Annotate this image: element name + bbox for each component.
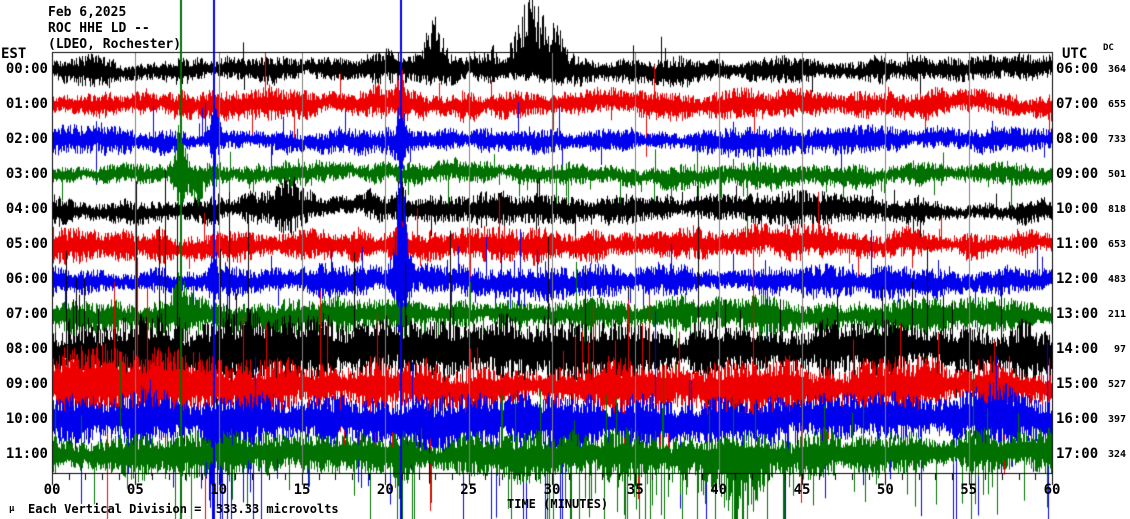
est-hour-label: 07:00 [5, 306, 48, 323]
dc-value: 324 [1107, 449, 1126, 461]
dc-value: 483 [1107, 274, 1126, 286]
header-date: Feb 6,2025 [48, 5, 127, 20]
header-network: (LDEO, Rochester) [48, 37, 182, 52]
x-tick-label: 00 [43, 482, 61, 498]
utc-hour-label: 15:00 [1056, 376, 1099, 393]
utc-hour-label: 12:00 [1056, 271, 1099, 288]
utc-hour-label: 17:00 [1056, 446, 1099, 463]
header-station: ROC HHE LD -- [48, 21, 150, 36]
x-tick-label: 25 [460, 482, 478, 498]
x-tick-label: 30 [543, 482, 561, 498]
est-hour-label: 06:00 [5, 271, 48, 288]
dc-value: 364 [1107, 63, 1126, 75]
x-tick-label: 50 [876, 482, 894, 498]
est-hour-label: 04:00 [5, 200, 48, 217]
est-hour-label: 02:00 [5, 130, 48, 147]
plot-header: Feb 6,2025 ROC HHE LD -- (LDEO, Rocheste… [48, 5, 181, 53]
dc-value: 501 [1107, 168, 1126, 180]
x-axis-title: TIME (MINUTES) [507, 497, 609, 511]
x-tick-label: 55 [960, 482, 978, 498]
dc-value: 97 [1113, 344, 1126, 356]
dc-value: 733 [1107, 133, 1126, 145]
utc-hour-label: 11:00 [1056, 235, 1099, 252]
mu-symbol: μ [9, 504, 15, 514]
scale-note: Each Vertical Division = 333.33 microvol… [28, 502, 339, 516]
utc-hour-label: 16:00 [1056, 411, 1099, 428]
dc-value: 655 [1107, 98, 1126, 110]
utc-hour-label: 14:00 [1056, 341, 1099, 358]
utc-hour-label: 07:00 [1056, 95, 1099, 112]
est-hour-label: 09:00 [5, 376, 48, 393]
dc-value: 653 [1107, 238, 1126, 250]
x-tick-label: 15 [293, 482, 311, 498]
est-hour-label: 00:00 [5, 60, 48, 77]
dc-value: 211 [1107, 309, 1126, 321]
utc-hour-label: 09:00 [1056, 165, 1099, 182]
dc-value: 818 [1107, 203, 1126, 215]
utc-hour-label: 13:00 [1056, 306, 1099, 323]
dc-value: 527 [1107, 379, 1126, 391]
x-tick-label: 20 [376, 482, 394, 498]
x-tick-label: 45 [793, 482, 811, 498]
dc-value: 397 [1107, 414, 1126, 426]
est-hour-label: 08:00 [5, 341, 48, 358]
x-tick-label: 10 [210, 482, 228, 498]
est-hour-label: 05:00 [5, 235, 48, 252]
est-hour-label: 01:00 [5, 95, 48, 112]
x-tick-label: 05 [126, 482, 144, 498]
left-timezone-label: EST [1, 46, 27, 62]
est-hour-label: 11:00 [5, 446, 48, 463]
x-tick-label: 40 [710, 482, 728, 498]
utc-hour-label: 10:00 [1056, 200, 1099, 217]
x-tick-label: 35 [626, 482, 644, 498]
est-hour-label: 03:00 [5, 165, 48, 182]
right-timezone-label: UTC [1062, 46, 1088, 62]
utc-hour-label: 08:00 [1056, 130, 1099, 147]
est-hour-label: 10:00 [5, 411, 48, 428]
utc-hour-label: 06:00 [1056, 60, 1099, 77]
dc-column-header: DC [1103, 43, 1114, 53]
x-tick-label: 60 [1043, 482, 1061, 498]
